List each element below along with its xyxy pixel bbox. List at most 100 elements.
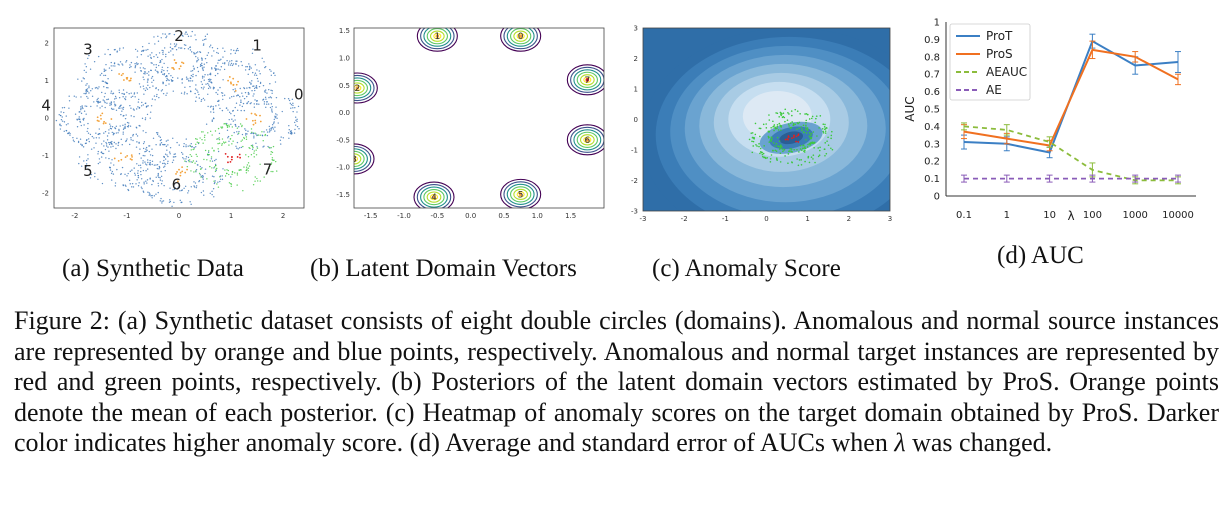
x-tick-label: -1.0 bbox=[397, 212, 411, 220]
x-tick-label: 1.0 bbox=[532, 212, 543, 220]
auc-line-chart: 0 0.1 0.2 0.3 0.4 0.5 0.6 0.7 0.8 0.9 1 0.1 1 10 100 10… bbox=[903, 18, 1196, 223]
y-tick-label: 3 bbox=[634, 25, 638, 33]
posterior-mean bbox=[518, 34, 523, 38]
y-tick-label: 0.4 bbox=[924, 122, 940, 133]
x-tick-label: -2 bbox=[71, 212, 78, 220]
posterior-mean bbox=[355, 86, 360, 90]
y-tick-label: 1 bbox=[45, 77, 49, 85]
legend: ProT ProS AEAUC AE bbox=[949, 23, 1031, 101]
caption-lambda: λ bbox=[894, 428, 906, 457]
series-line bbox=[963, 48, 1179, 147]
y-tick-label: 0.6 bbox=[924, 87, 940, 98]
x-tick-label: -1 bbox=[123, 212, 130, 220]
x-tick-label: 0.1 bbox=[956, 210, 972, 221]
domain-posterior-7: 7 bbox=[566, 64, 604, 96]
target-points bbox=[748, 108, 834, 167]
domain-label: 3 bbox=[83, 40, 93, 58]
posterior-mean bbox=[585, 138, 590, 142]
y-tick-label: 0 bbox=[634, 116, 638, 124]
posterior-mean bbox=[518, 192, 523, 197]
domain-label: 7 bbox=[584, 76, 590, 86]
y-tick-label: 1 bbox=[934, 18, 940, 29]
x-tick-label: 0 bbox=[764, 215, 768, 223]
posterior-mean bbox=[585, 78, 590, 82]
axes-frame bbox=[642, 27, 891, 212]
domain-label: 6 bbox=[584, 136, 590, 146]
panel-c-label: (c) Anomaly Score bbox=[652, 255, 841, 282]
domain-posterior-5: 5 bbox=[500, 178, 542, 208]
y-tick-label: 0.8 bbox=[924, 52, 940, 63]
y-tick-label: 0.5 bbox=[924, 105, 940, 116]
y-tick-label: -0.5 bbox=[336, 136, 350, 144]
legend-frame bbox=[949, 23, 1031, 101]
y-tick-label: -1 bbox=[631, 147, 638, 155]
x-tick-label: 1000 bbox=[1122, 210, 1147, 221]
y-tick-label: 2 bbox=[45, 40, 49, 48]
x-tick-label: 0 bbox=[177, 212, 181, 220]
y-tick-label: 1.0 bbox=[339, 55, 350, 63]
legend-label: AE bbox=[986, 83, 1002, 97]
domain-label: 4 bbox=[41, 97, 51, 115]
y-tick-label: 0.0 bbox=[339, 109, 350, 117]
panel-a-synthetic-data: 0 1 2 3 4 5 6 7 -2 -1 0 1 2 2 1 0 -1 -2 bbox=[30, 20, 310, 235]
panel-b-latent-domain-vectors: 0 1 2 3 4 5 6 7 -1.5 -1.0 -0.5 0.0 0.5 1.0 1.5 1.5 1.0 0.… bbox=[330, 20, 610, 235]
domain-posterior-2: 2 bbox=[354, 72, 378, 104]
series-line bbox=[963, 125, 1178, 182]
domain-label: 0 bbox=[518, 32, 524, 42]
x-tick-label: 2 bbox=[281, 212, 285, 220]
domain-posterior-0: 0 bbox=[500, 28, 542, 52]
y-tick-label: -1.5 bbox=[336, 191, 350, 199]
y-tick-label: 0 bbox=[934, 192, 940, 203]
y-tick-label: 0.3 bbox=[924, 139, 940, 150]
scatter-points bbox=[55, 30, 300, 208]
x-tick-label: 10000 bbox=[1162, 210, 1194, 221]
y-tick-label: 0.9 bbox=[924, 35, 940, 46]
y-tick-label: -1.0 bbox=[336, 164, 350, 172]
x-tick-label: 3 bbox=[888, 215, 892, 223]
posterior-mean bbox=[435, 34, 440, 38]
y-tick-label: -2 bbox=[631, 177, 638, 185]
y-tick-label: -1 bbox=[42, 152, 49, 160]
domain-label: 3 bbox=[351, 155, 357, 165]
posterior-mean bbox=[354, 157, 356, 161]
x-tick-label: -3 bbox=[640, 215, 647, 223]
domain-label: 2 bbox=[174, 27, 184, 45]
x-tick-label: -1 bbox=[722, 215, 729, 223]
y-axis-label: AUC bbox=[903, 96, 917, 121]
legend-label: ProS bbox=[986, 47, 1013, 61]
synthetic-data-scatter: 0 1 2 3 4 5 6 7 -2 -1 0 1 2 2 1 0 -1 -2 bbox=[41, 27, 305, 220]
x-axis-label: λ bbox=[1067, 209, 1074, 223]
caption-text: Figure 2: (a) Synthetic dataset consists… bbox=[14, 306, 1219, 457]
domain-label: 2 bbox=[354, 84, 360, 94]
y-tick-label: 0.5 bbox=[339, 82, 350, 90]
x-tick-label: 1 bbox=[1004, 210, 1010, 221]
y-tick-label: 1.5 bbox=[339, 27, 350, 35]
contour-group: 0 1 2 3 4 5 6 7 bbox=[351, 28, 604, 208]
domain-label: 5 bbox=[83, 162, 93, 180]
domain-posterior-6: 6 bbox=[566, 124, 604, 156]
posterior-mean bbox=[432, 195, 436, 199]
domain-label: 1 bbox=[252, 37, 262, 55]
y-tick-label: 2 bbox=[634, 55, 638, 63]
x-tick-label: 0.5 bbox=[498, 212, 509, 220]
x-tick-label: -2 bbox=[681, 215, 688, 223]
y-tick-label: 0 bbox=[45, 115, 49, 123]
x-tick-label: 100 bbox=[1083, 210, 1102, 221]
domain-label: 4 bbox=[431, 193, 437, 203]
series-ae bbox=[961, 174, 1181, 183]
latent-domain-contours: 0 1 2 3 4 5 6 7 -1.5 -1.0 -0.5 0.0 0.5 1.0 1.5 1.5 1.0 0.… bbox=[336, 27, 605, 220]
axes-frame bbox=[53, 27, 305, 209]
x-tick-label: 1.5 bbox=[565, 212, 576, 220]
x-tick-label: 10 bbox=[1043, 210, 1056, 221]
heatmap-levels bbox=[643, 28, 890, 211]
x-tick-label: -1.5 bbox=[364, 212, 378, 220]
panel-d-auc-chart: 0 0.1 0.2 0.3 0.4 0.5 0.6 0.7 0.8 0.9 1 0.1 1 10 100 10… bbox=[900, 12, 1210, 237]
domain-posterior-1: 1 bbox=[416, 28, 458, 52]
y-tick-label: 0.7 bbox=[924, 70, 940, 81]
x-tick-label: -0.5 bbox=[430, 212, 444, 220]
legend-label: ProT bbox=[986, 29, 1013, 43]
domain-label: 5 bbox=[518, 190, 524, 200]
x-tick-label: 2 bbox=[847, 215, 851, 223]
domain-label: 0 bbox=[294, 85, 304, 103]
domain-label: 6 bbox=[172, 175, 182, 193]
